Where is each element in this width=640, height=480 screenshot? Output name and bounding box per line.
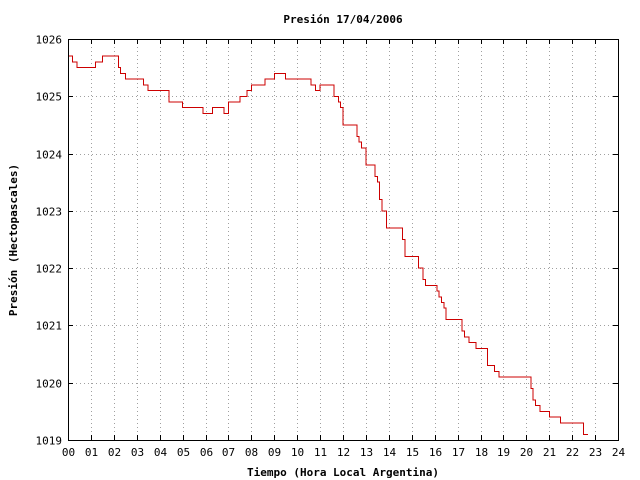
y-tick-labels: 1019 1020 1021 1022 1023 1024 1025 1026 — [36, 34, 63, 448]
y-tick-label: 1023 — [36, 206, 63, 219]
x-tick-label: 06 — [200, 446, 213, 459]
x-tick-label: 14 — [383, 446, 397, 459]
x-tick-label: 10 — [291, 446, 304, 459]
x-tick-label: 13 — [360, 446, 373, 459]
x-tick-label: 09 — [268, 446, 281, 459]
x-tick-label: 05 — [177, 446, 190, 459]
plot-frame — [68, 39, 619, 441]
x-tick-labels: 00 01 02 03 04 05 06 07 08 09 10 11 12 13 14 15 16 17 18 19… — [62, 446, 626, 459]
x-tick-label: 01 — [85, 446, 98, 459]
x-tick-label: 16 — [429, 446, 442, 459]
y-tick-label: 1026 — [36, 34, 63, 47]
x-tick-label: 21 — [543, 446, 556, 459]
x-tick-label: 02 — [108, 446, 121, 459]
x-tick-label: 18 — [475, 446, 488, 459]
x-tick-label: 12 — [337, 446, 350, 459]
x-tick-label: 03 — [131, 446, 144, 459]
x-tick-label: 04 — [154, 446, 168, 459]
y-tick-label: 1019 — [36, 435, 63, 448]
y-tick-label: 1021 — [36, 320, 63, 333]
x-tick-label: 15 — [406, 446, 419, 459]
x-tick-label: 08 — [245, 446, 258, 459]
x-tick-label: 17 — [452, 446, 465, 459]
y-tick-label: 1024 — [36, 149, 63, 162]
y-tick-label: 1022 — [36, 263, 63, 276]
x-tick-label: 19 — [497, 446, 510, 459]
x-axis-label: Tiempo (Hora Local Argentina) — [247, 466, 439, 479]
pressure-series-line — [68, 55, 589, 435]
chart-grid — [68, 39, 618, 440]
chart-title: Presión 17/04/2006 — [283, 13, 403, 26]
x-tick-label: 20 — [520, 446, 533, 459]
y-axis-label: Presión (Hectopascales) — [7, 164, 20, 316]
x-tick-label: 11 — [314, 446, 327, 459]
y-tick-label: 1020 — [36, 378, 63, 391]
x-tick-label: 24 — [612, 446, 626, 459]
x-tick-label: 22 — [566, 446, 579, 459]
x-tick-label: 23 — [589, 446, 602, 459]
y-tick-label: 1025 — [36, 91, 63, 104]
x-tick-label: 07 — [222, 446, 235, 459]
x-tick-label: 00 — [62, 446, 75, 459]
